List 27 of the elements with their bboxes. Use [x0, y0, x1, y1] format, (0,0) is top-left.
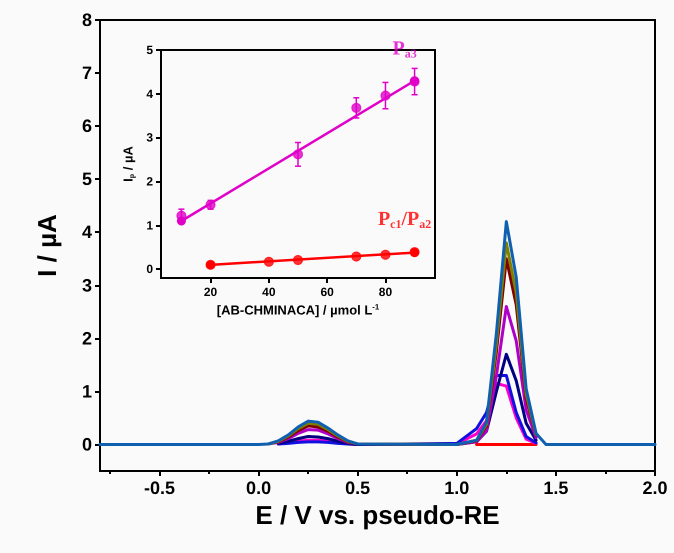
x-tick-label: 40 — [262, 285, 276, 299]
x-tick-label: 60 — [320, 285, 334, 299]
y-tick-label: 2 — [146, 174, 154, 189]
y-tick-label: 5 — [146, 43, 154, 57]
y-tick-label: 1 — [146, 218, 154, 232]
y-tick-label: 3 — [82, 275, 92, 296]
y-tick-label: 7 — [82, 63, 92, 84]
y-tick-label: 5 — [82, 169, 92, 190]
y-tick-label: 4 — [146, 86, 154, 101]
x-tick-label: 1.5 — [543, 478, 568, 498]
x-tick-label: 2.0 — [642, 478, 668, 498]
x-tick-label: -0.5 — [144, 478, 175, 498]
y-tick-label: 3 — [146, 130, 154, 145]
y-tick-label: 8 — [82, 10, 92, 30]
y-axis-title: I / µA — [32, 214, 62, 277]
x-tick-label: 1.0 — [444, 478, 470, 498]
x-axis-title: E / V vs. pseudo-RE — [255, 500, 500, 530]
x-tick-label: 80 — [378, 285, 392, 299]
x-tick-label: 0.5 — [345, 478, 370, 498]
y-tick-label: 4 — [82, 222, 92, 242]
y-tick-label: 0 — [82, 434, 92, 454]
x-tick-label: 20 — [204, 285, 218, 299]
y-tick-label: 2 — [82, 328, 92, 348]
y-tick-label: 6 — [82, 116, 92, 136]
y-tick-label: 0 — [146, 262, 154, 276]
x-tick-label: 0.0 — [246, 478, 272, 498]
y-tick-label: 1 — [82, 381, 92, 402]
